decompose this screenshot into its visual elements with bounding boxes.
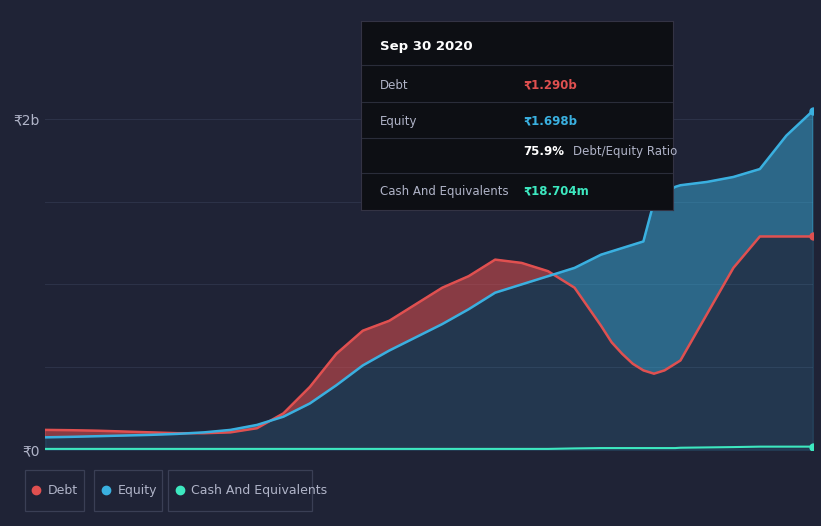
Text: Equity: Equity bbox=[380, 115, 417, 128]
Text: Debt/Equity Ratio: Debt/Equity Ratio bbox=[573, 145, 677, 158]
Text: 75.9%: 75.9% bbox=[524, 145, 565, 158]
Text: ₹18.704m: ₹18.704m bbox=[524, 185, 589, 198]
Text: ₹1.698b: ₹1.698b bbox=[524, 115, 577, 128]
Bar bbox=[94, 470, 162, 511]
Text: Equity: Equity bbox=[117, 484, 157, 497]
Text: Cash And Equivalents: Cash And Equivalents bbox=[380, 185, 508, 198]
Text: Debt: Debt bbox=[48, 484, 78, 497]
Text: Sep 30 2020: Sep 30 2020 bbox=[380, 40, 473, 53]
Bar bbox=[25, 470, 84, 511]
Bar bbox=[168, 470, 312, 511]
Text: Cash And Equivalents: Cash And Equivalents bbox=[191, 484, 328, 497]
Text: Debt: Debt bbox=[380, 79, 409, 92]
Text: ₹1.290b: ₹1.290b bbox=[524, 79, 577, 92]
